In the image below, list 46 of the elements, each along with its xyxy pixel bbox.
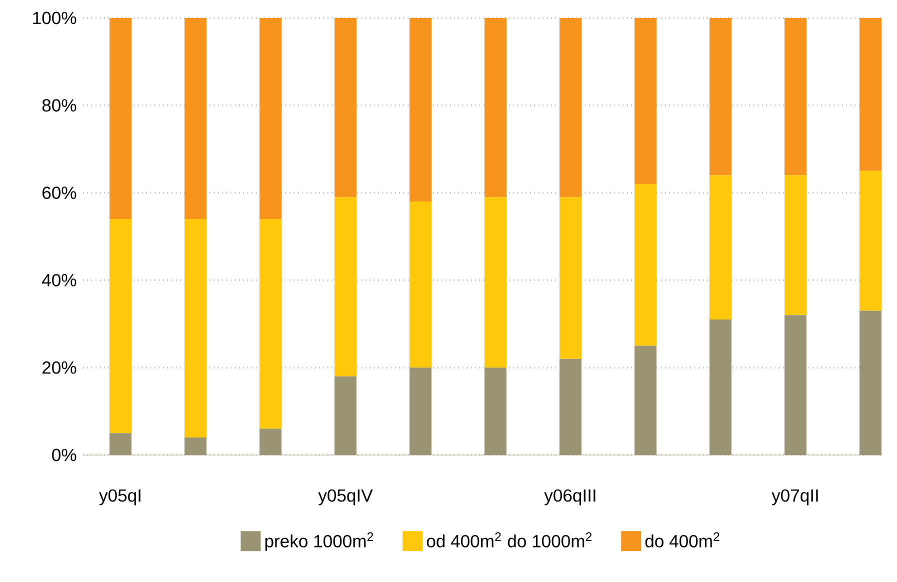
bar — [709, 175, 732, 320]
y-tick-label: 0% — [52, 448, 76, 462]
x-tick-label: y06qIII — [544, 489, 596, 506]
bar — [410, 202, 432, 368]
bar — [634, 18, 656, 184]
y-tick-label: 80% — [42, 99, 76, 112]
bar — [784, 315, 806, 455]
bar — [184, 438, 206, 455]
bar — [709, 18, 732, 176]
x-tick-label: y05qI — [99, 489, 140, 506]
bar — [484, 368, 506, 455]
bar — [709, 320, 732, 455]
bar — [334, 197, 357, 376]
x-tick-label: y05qIV — [318, 489, 373, 506]
bar — [260, 428, 282, 455]
y-tick-label: 100% — [33, 12, 76, 24]
bar — [560, 358, 582, 455]
legend-label: preko 1000m$^{2}$ — [265, 532, 374, 551]
x-tick-label: y07qII — [772, 489, 818, 506]
bar — [634, 184, 656, 346]
bar — [410, 368, 432, 455]
bar — [784, 175, 806, 316]
legend-label: od 400m$^{2}$ do 1000m$^{2}$ — [426, 532, 592, 548]
bar — [784, 18, 806, 176]
bar — [484, 18, 506, 198]
bar — [860, 18, 882, 171]
bar — [410, 18, 432, 202]
legend-label: do 400m$^{2}$ — [645, 532, 720, 548]
bar — [110, 18, 132, 220]
y-tick-label: 40% — [42, 274, 76, 286]
bar — [260, 18, 282, 220]
bar — [184, 18, 206, 220]
bar — [110, 219, 132, 434]
bar — [110, 433, 132, 455]
bar — [334, 376, 357, 455]
bar — [560, 197, 582, 359]
y-tick-label: 60% — [42, 186, 76, 200]
bar — [260, 219, 282, 429]
bar — [334, 18, 357, 198]
bar — [560, 18, 582, 198]
bar — [860, 310, 882, 455]
bar — [184, 219, 206, 438]
bar — [634, 346, 656, 455]
bar — [484, 197, 506, 368]
bar — [860, 170, 882, 311]
y-tick-label: 20% — [42, 361, 76, 374]
